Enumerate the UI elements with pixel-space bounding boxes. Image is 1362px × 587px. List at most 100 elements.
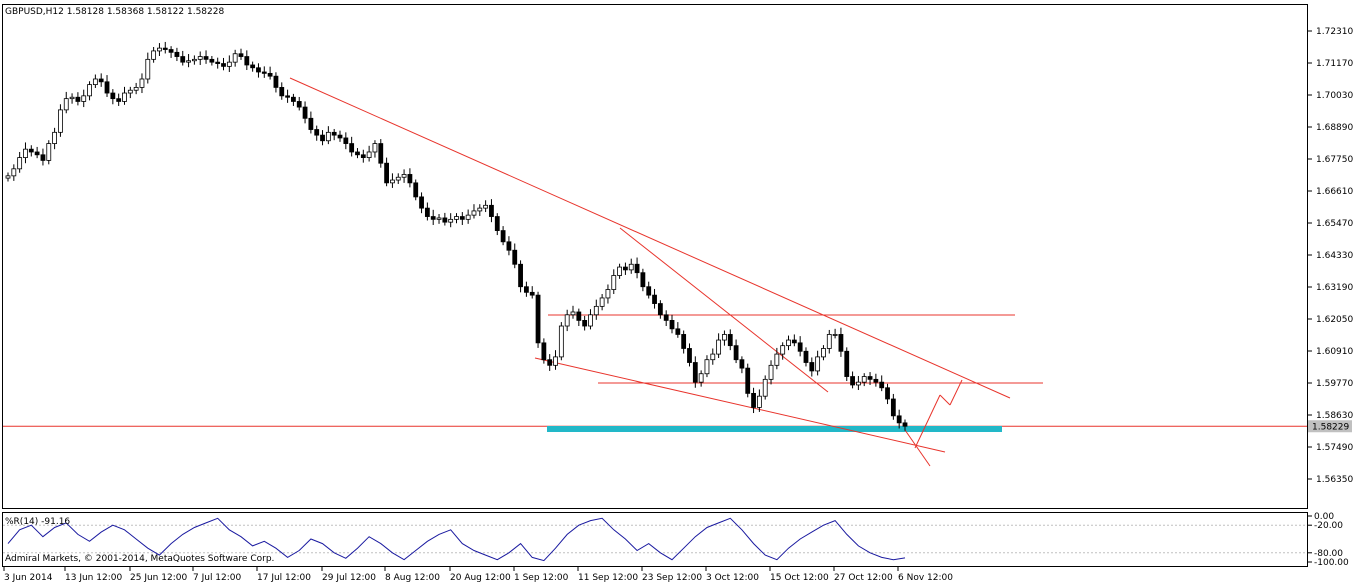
- candle: [69, 93, 75, 104]
- x-tick-label: 3 Oct 12:00: [706, 573, 759, 583]
- trend-line: [939, 394, 951, 406]
- candle: [739, 356, 745, 374]
- trend-line: [619, 227, 829, 393]
- indicator-info: %R(14) -91.16: [5, 517, 70, 527]
- current-price-label: 1.58229: [1312, 422, 1349, 432]
- candle: [803, 347, 809, 367]
- candle: [209, 55, 215, 66]
- candle: [17, 151, 23, 173]
- candle: [826, 329, 832, 354]
- candle: [558, 322, 564, 361]
- candle: [162, 41, 168, 54]
- candle: [133, 82, 139, 95]
- candle: [570, 305, 576, 319]
- candle: [646, 281, 652, 299]
- candle: [518, 260, 523, 293]
- x-tick-label: 1 Sep 12:00: [514, 573, 569, 583]
- candle: [483, 200, 489, 213]
- y-tick-label: 1.71170: [1316, 59, 1353, 69]
- candle: [722, 330, 727, 346]
- candle: [541, 338, 547, 364]
- candle: [628, 258, 634, 274]
- trendlines: 1.58229: [3, 77, 1352, 467]
- candle: [489, 199, 494, 223]
- candle: [832, 328, 838, 339]
- candle: [256, 63, 261, 78]
- candle: [576, 308, 582, 327]
- candle: [710, 348, 716, 365]
- y-tick-label: 1.67750: [1316, 155, 1353, 165]
- x-tick-label: 25 Jun 12:00: [130, 573, 187, 583]
- x-tick-label: 3 Jun 2014: [4, 573, 53, 583]
- x-tick-label: 7 Jul 12:00: [193, 573, 242, 583]
- candle: [838, 327, 844, 357]
- candle: [663, 310, 669, 327]
- candle: [850, 371, 855, 389]
- candle: [384, 157, 390, 187]
- candle: [40, 148, 46, 166]
- candle: [687, 343, 692, 367]
- candle: [407, 168, 413, 188]
- candle: [337, 130, 343, 142]
- candle: [63, 91, 69, 114]
- time-axis: 3 Jun 2014 13 Jun 12:00 25 Jun 12:00 7 Jul …: [3, 567, 953, 583]
- candle: [186, 54, 191, 68]
- candle: [634, 257, 640, 279]
- candle: [815, 350, 821, 376]
- candle: [28, 145, 34, 157]
- candle: [669, 314, 675, 334]
- x-tick-label: 23 Sep 12:00: [642, 573, 702, 583]
- candle: [500, 226, 506, 246]
- indicator-tick-label: -80.00: [1314, 549, 1343, 559]
- candle: [477, 204, 483, 216]
- candle: [890, 393, 896, 420]
- candle: [745, 363, 751, 398]
- candle: [809, 357, 815, 377]
- candle: [401, 169, 407, 183]
- trend-line: [534, 357, 946, 453]
- candle: [232, 49, 238, 67]
- candle: [296, 96, 302, 111]
- candle: [145, 52, 151, 84]
- indicator-panel[interactable]: [2, 512, 1308, 567]
- candle: [291, 93, 296, 106]
- candle: [751, 387, 756, 414]
- candle: [896, 409, 902, 429]
- current-price-tag: [1308, 420, 1352, 433]
- candle: [675, 322, 681, 338]
- candle: [98, 73, 104, 87]
- candle: [471, 204, 477, 219]
- candle: [139, 73, 145, 94]
- y-tick-label: 1.59770: [1316, 379, 1353, 389]
- candle: [5, 172, 11, 182]
- y-tick-label: 1.68890: [1316, 123, 1353, 133]
- candle: [774, 347, 780, 370]
- candle: [87, 81, 92, 101]
- candle: [174, 47, 180, 62]
- indicator-tick-label: 0.00: [1314, 512, 1334, 522]
- candle: [180, 50, 186, 66]
- candle: [786, 335, 791, 351]
- candle: [780, 342, 786, 360]
- y-tick-label: 1.72310: [1316, 27, 1353, 37]
- price-panel[interactable]: [2, 4, 1308, 509]
- candle: [122, 86, 127, 105]
- candle: [191, 55, 197, 65]
- candle: [320, 130, 325, 146]
- candle: [104, 75, 110, 97]
- candle: [273, 72, 279, 93]
- candle: [419, 192, 424, 214]
- candle: [314, 125, 320, 141]
- trend-line: [914, 394, 941, 449]
- candle: [151, 47, 157, 63]
- y-tick-label: 1.57490: [1316, 443, 1353, 453]
- candle: [704, 355, 710, 378]
- candle: [244, 50, 250, 71]
- candle: [23, 142, 28, 164]
- indicator-tick-label: -20.00: [1314, 521, 1343, 531]
- x-tick-label: 11 Sep 12:00: [578, 573, 638, 583]
- candle: [430, 209, 436, 225]
- candle: [599, 294, 605, 311]
- candle: [46, 140, 52, 165]
